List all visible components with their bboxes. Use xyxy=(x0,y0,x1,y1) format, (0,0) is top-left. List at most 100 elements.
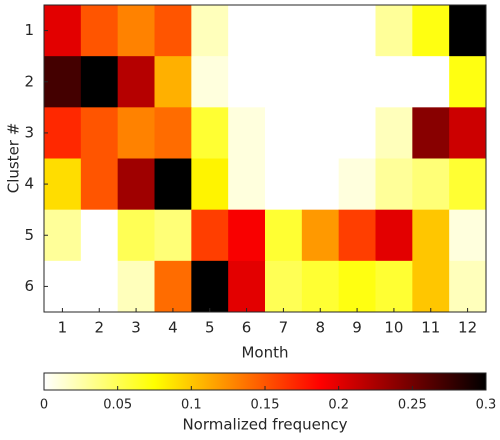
y-tick-label: 6 xyxy=(24,277,34,295)
heatmap-cell xyxy=(154,107,192,159)
heatmap-cell xyxy=(191,260,229,313)
heatmap-cell xyxy=(412,107,450,159)
colorbar-tick-label: 0.3 xyxy=(476,398,497,413)
heatmap-cell xyxy=(301,158,340,211)
heatmap-cell xyxy=(265,56,303,108)
heatmap-cell xyxy=(117,158,155,211)
heatmap-cell xyxy=(375,107,413,159)
y-tick-label: 1 xyxy=(24,21,34,39)
plot-frame xyxy=(43,4,487,313)
heatmap-cell xyxy=(154,209,192,262)
heatmap-cell xyxy=(44,5,82,57)
heatmap-cell xyxy=(265,158,303,211)
heatmap-cell xyxy=(191,158,229,211)
heatmap-cell xyxy=(154,260,192,313)
heatmap-cell xyxy=(117,56,155,108)
heatmap-cell xyxy=(44,107,82,159)
heatmap-cell xyxy=(228,260,266,313)
heatmap-cell xyxy=(154,56,192,108)
heatmap-cell xyxy=(191,209,229,262)
x-tick-label: 3 xyxy=(131,319,141,337)
x-tick-label: 8 xyxy=(315,319,325,337)
heatmap-cell xyxy=(375,56,413,108)
heatmap-cell xyxy=(44,260,82,313)
heatmap-cell xyxy=(449,260,487,313)
heatmap-cell xyxy=(338,56,376,108)
heatmap-cell xyxy=(228,209,266,262)
heatmap-cell xyxy=(449,5,487,57)
y-tick-label: 5 xyxy=(24,226,34,244)
heatmap-cell xyxy=(44,158,82,211)
heatmap-cell xyxy=(80,260,119,313)
colorbar-tick-label: 0.1 xyxy=(181,398,202,413)
x-tick-label: 5 xyxy=(205,319,215,337)
heatmap-cell xyxy=(154,5,192,57)
heatmap-cell xyxy=(117,5,155,57)
heatmap-cell xyxy=(80,107,119,159)
x-tick-label: 6 xyxy=(242,319,252,337)
heatmap-cell xyxy=(338,107,376,159)
heatmap-cell xyxy=(265,5,303,57)
x-axis-label: Month xyxy=(241,344,288,362)
x-tick-label: 11 xyxy=(421,319,440,337)
colorbar-label: Normalized frequency xyxy=(182,416,347,434)
heatmap-cell xyxy=(44,209,82,262)
heatmap-cell xyxy=(412,158,450,211)
y-tick-label: 3 xyxy=(24,123,34,141)
x-tick-label: 12 xyxy=(458,319,477,337)
heatmap-cell xyxy=(80,158,119,211)
heatmap-cell xyxy=(265,260,303,313)
x-tick-label: 10 xyxy=(384,319,403,337)
heatmap-cell xyxy=(338,209,376,262)
y-tick-label: 4 xyxy=(24,175,34,193)
colorbar-tick-label: 0 xyxy=(40,398,48,413)
heatmap-cell xyxy=(412,260,450,313)
heatmap-cell xyxy=(338,260,376,313)
heatmap-cell xyxy=(301,5,340,57)
heatmap-cell xyxy=(44,56,82,108)
x-tick-label: 4 xyxy=(168,319,178,337)
heatmap-cell xyxy=(117,107,155,159)
y-axis-label: Cluster # xyxy=(5,123,23,194)
colorbar-tick-label: 0.2 xyxy=(328,398,349,413)
x-tick-label: 9 xyxy=(352,319,362,337)
colorbar-tick-label: 0.25 xyxy=(398,398,427,413)
heatmap-cell xyxy=(80,5,119,57)
heatmap-cell xyxy=(449,56,487,108)
heatmap-cell xyxy=(449,107,487,159)
heatmap-cell xyxy=(338,5,376,57)
x-tick-label: 1 xyxy=(58,319,68,337)
y-tick-label: 2 xyxy=(24,72,34,90)
heatmap-cell xyxy=(375,5,413,57)
heatmap-cell xyxy=(412,5,450,57)
heatmap-cell xyxy=(265,107,303,159)
heatmap-cell xyxy=(191,56,229,108)
heatmap-cell xyxy=(80,209,119,262)
heatmap-cell xyxy=(449,158,487,211)
heatmap-cell xyxy=(265,209,303,262)
colorbar-tick-label: 0.05 xyxy=(103,398,132,413)
heatmap-cell xyxy=(191,5,229,57)
heatmap-cell xyxy=(154,158,192,211)
heatmap-cell xyxy=(228,5,266,57)
x-tick-label: 7 xyxy=(279,319,289,337)
colorbar-tick-label: 0.15 xyxy=(251,398,280,413)
heatmap-cell xyxy=(228,107,266,159)
heatmap-cell xyxy=(338,158,376,211)
heatmap-cell xyxy=(412,209,450,262)
heatmap-cell xyxy=(412,56,450,108)
heatmap-cell xyxy=(301,209,340,262)
heatmap-cell xyxy=(301,107,340,159)
heatmap-cell xyxy=(228,56,266,108)
heatmap-cell xyxy=(191,107,229,159)
heatmap-cell xyxy=(228,158,266,211)
heatmap-cell xyxy=(375,260,413,313)
heatmap-cell xyxy=(80,56,119,108)
heatmap-cell xyxy=(301,56,340,108)
heatmap-cell xyxy=(449,209,487,262)
heatmap-cell xyxy=(117,260,155,313)
x-tick-label: 2 xyxy=(94,319,104,337)
heatmap-cell xyxy=(375,209,413,262)
heatmap-cell xyxy=(117,209,155,262)
